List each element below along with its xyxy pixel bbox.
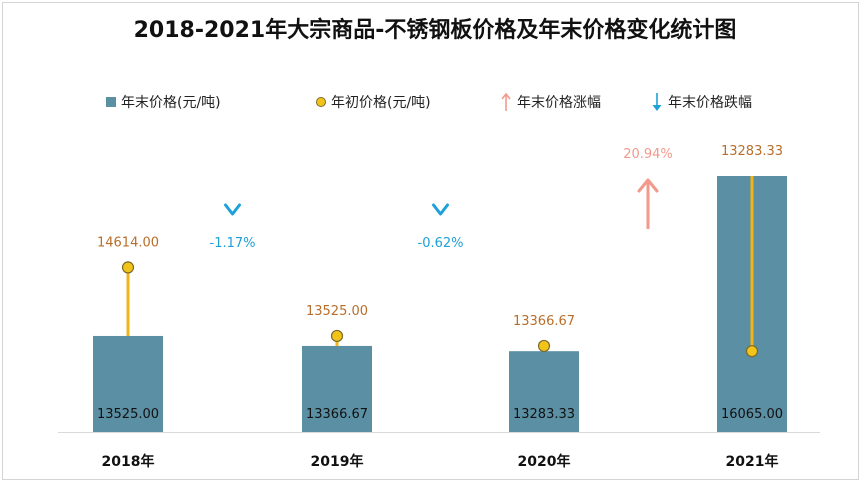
dot-start-price [121,261,135,274]
bar-end-price [302,345,372,432]
rise-indicator-icon [637,178,659,193]
bar-end-price [93,335,163,432]
start-price-label: 14614.00 [97,235,159,250]
end-price-label: 13366.67 [306,407,368,422]
bar-end-price [509,351,579,432]
dot-start-price [330,329,344,343]
start-price-label: 13366.67 [513,314,575,329]
chart-title: 2018-2021年大宗商品-不锈钢板价格及年末价格变化统计图 [133,18,737,43]
change-label: -0.62% [418,236,464,251]
legend-bar-swatch [106,97,116,107]
legend-label-start-price: 年初价格(元/吨) [331,95,431,111]
rise-arrow-icon [501,92,511,111]
dot-start-price [745,345,759,358]
dot-start-price [537,339,551,353]
fall-indicator-icon [224,203,241,216]
x-tick-label: 2020年 [518,453,571,470]
legend-item-end-price: 年末价格(元/吨) [106,92,221,112]
legend-label-rise: 年末价格涨幅 [517,95,601,111]
legend-label-fall: 年末价格跌幅 [668,95,752,111]
legend-item-fall: 年末价格跌幅 [651,92,752,112]
end-price-label: 13525.00 [97,407,159,422]
legend-item-start-price: 年初价格(元/吨) [316,92,431,112]
x-tick-label: 2018年 [102,453,155,470]
legend-label-end-price: 年末价格(元/吨) [121,95,221,111]
fall-arrow-icon [652,93,662,111]
start-price-label: 13283.33 [721,144,783,159]
x-tick-label: 2019年 [311,453,364,470]
end-price-label: 13283.33 [513,407,575,422]
end-price-label: 16065.00 [721,407,783,422]
change-label: 20.94% [623,147,673,162]
fall-indicator-icon [432,203,449,216]
x-tick-label: 2021年 [726,453,779,470]
legend-dot-swatch [316,97,326,107]
legend-item-rise: 年末价格涨幅 [500,92,601,112]
change-label: -1.17% [210,236,256,251]
start-price-label: 13525.00 [306,304,368,319]
